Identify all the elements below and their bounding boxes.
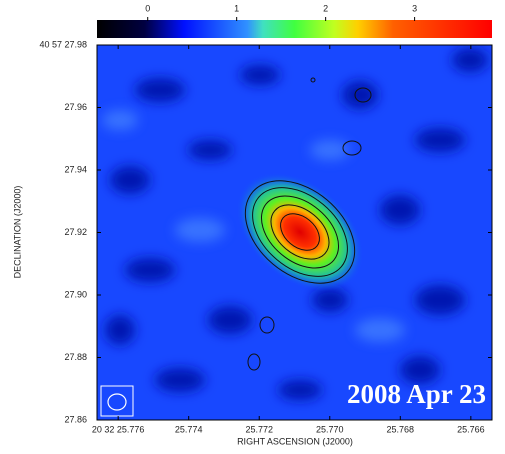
y-tick-label: 27.94 bbox=[64, 164, 87, 174]
x-tick-label: 25.768 bbox=[387, 424, 415, 434]
x-tick-label: 25.766 bbox=[457, 424, 485, 434]
colorbar-tick-label: 2 bbox=[323, 3, 328, 13]
x-tick-label: 20 32 25.776 bbox=[92, 424, 145, 434]
image bbox=[97, 45, 492, 420]
colorbar-tick-label: 1 bbox=[234, 3, 239, 13]
x-tick-label: 25.770 bbox=[316, 424, 344, 434]
colorbar-tick-label: 0 bbox=[145, 3, 150, 13]
x-tick-label: 25.774 bbox=[175, 424, 203, 434]
y-axis-title: DECLINATION (J2000) bbox=[12, 186, 22, 279]
y-tick-label: 40 57 27.98 bbox=[39, 39, 87, 49]
y-tick-label: 27.88 bbox=[64, 352, 87, 362]
y-tick-label: 27.86 bbox=[64, 414, 87, 424]
y-tick-label: 27.92 bbox=[64, 227, 87, 237]
x-axis-title: RIGHT ASCENSION (J2000) bbox=[237, 436, 353, 446]
x-tick-label: 25.772 bbox=[245, 424, 273, 434]
colorbar-tick-label: 3 bbox=[412, 3, 417, 13]
colorbar bbox=[97, 20, 492, 38]
y-tick-label: 27.90 bbox=[64, 289, 87, 299]
annotation: 2008 Apr 23 bbox=[347, 379, 486, 409]
y-tick-label: 27.96 bbox=[64, 102, 87, 112]
